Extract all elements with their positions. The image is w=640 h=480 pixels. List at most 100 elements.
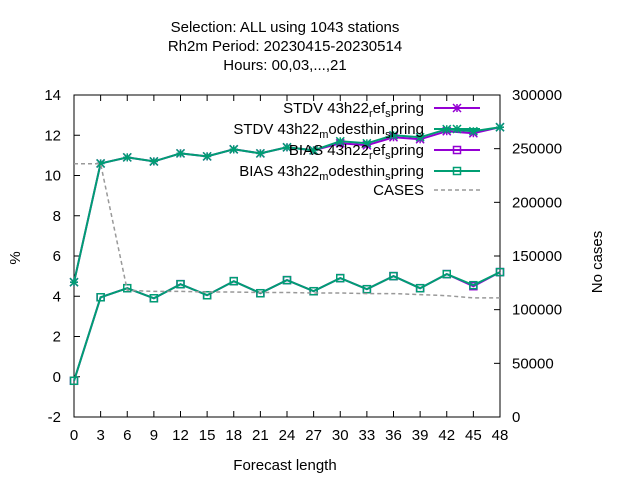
- x-tick-label: 21: [252, 427, 269, 444]
- legend-label-part: m: [319, 171, 328, 183]
- legend-entry: BIAS 43h22refspring: [289, 142, 480, 162]
- x-tick-label: 39: [412, 427, 429, 444]
- marker-stroke: [229, 144, 239, 154]
- legend-label-part: s: [385, 108, 391, 120]
- marker-stroke: [202, 151, 212, 161]
- series-1: [69, 122, 505, 287]
- y-axis-label: %: [7, 251, 24, 264]
- legend-label: BIAS 43h22modesthinspring: [239, 163, 424, 183]
- data-point: [229, 144, 239, 154]
- data-point: [149, 294, 159, 303]
- y-axis: -2 0 2 4 6 8 10 12 14: [44, 87, 80, 426]
- x-tick-label: 45: [465, 427, 482, 444]
- legend-entry: STDV 43h22refspring: [283, 100, 480, 120]
- data-point: [175, 148, 186, 158]
- legend-label-part: pring: [391, 163, 424, 180]
- x-tick-label: 42: [438, 427, 455, 444]
- x-tick-label: 12: [172, 427, 189, 444]
- title-line-2: Rh2m Period: 20230415-20230514: [168, 38, 402, 55]
- legend-label-part: BIAS 43h22: [239, 163, 319, 180]
- y2-axis: 0 50000 100000 150000 200000 250000 300000: [494, 87, 562, 426]
- data-point: [309, 286, 318, 296]
- data-point: [495, 267, 505, 277]
- x-tick-label: 30: [332, 427, 349, 444]
- y-tick-label: 12: [44, 127, 61, 144]
- y2-tick-label: 100000: [512, 302, 562, 319]
- data-point: [256, 288, 265, 298]
- data-point: [69, 376, 79, 386]
- y2-tick-label: 50000: [512, 355, 554, 372]
- legend-swatch-marker: [452, 166, 462, 176]
- marker-stroke: [362, 138, 372, 148]
- legend-label-part: s: [385, 129, 391, 141]
- data-point: [309, 145, 319, 155]
- legend-label-part: r: [369, 108, 373, 120]
- marker-stroke: [255, 148, 265, 158]
- data-point: [282, 142, 292, 152]
- marker-stroke: [149, 156, 159, 166]
- data-point: [469, 280, 478, 290]
- y2-tick-label: 0: [512, 409, 520, 426]
- chart-title: Selection: ALL using 1043 stations Rh2m …: [168, 19, 402, 74]
- legend-swatch-marker: [452, 103, 462, 113]
- x-tick-label: 27: [305, 427, 322, 444]
- legend-label-part: pring: [391, 121, 424, 138]
- data-point: [229, 276, 238, 286]
- y-tick-label: 8: [53, 208, 61, 225]
- legend-entry: STDV 43h22modesthinspring: [233, 121, 480, 141]
- legend-label-part: s: [385, 171, 391, 183]
- x-tick-label: 36: [385, 427, 402, 444]
- marker-stroke: [452, 103, 462, 113]
- marker-stroke: [335, 136, 345, 146]
- data-point: [415, 132, 425, 142]
- y2-tick-label: 200000: [512, 194, 562, 211]
- x-tick-label: 15: [199, 427, 216, 444]
- x-tick-label: 24: [279, 427, 296, 444]
- data-point: [495, 122, 505, 132]
- y-tick-label: 4: [53, 288, 61, 305]
- legend-label-part: ef: [373, 142, 386, 159]
- series-2: [69, 267, 505, 386]
- marker-stroke: [415, 132, 425, 142]
- marker-stroke: [122, 152, 132, 162]
- series-3: [69, 267, 505, 386]
- legend-label: STDV 43h22refspring: [283, 100, 424, 120]
- data-point: [335, 136, 345, 146]
- legend-label-part: STDV 43h22: [233, 121, 319, 138]
- y2-tick-label: 250000: [512, 141, 562, 158]
- marker-stroke: [388, 130, 399, 140]
- legend-label: BIAS 43h22refspring: [289, 142, 424, 162]
- y-tick-label: 10: [44, 168, 61, 185]
- data-point: [282, 275, 292, 285]
- y2-tick-label: 150000: [512, 248, 562, 265]
- series-line: [73, 271, 501, 382]
- legend-label-part: s: [385, 150, 391, 162]
- x-tick-label: 9: [150, 427, 158, 444]
- series-4: [74, 162, 500, 299]
- title-line-1: Selection: ALL using 1043 stations: [171, 19, 400, 36]
- data-point: [202, 151, 212, 161]
- data-point: [149, 156, 159, 166]
- data-point: [122, 152, 132, 162]
- x-tick-label: 48: [492, 427, 509, 444]
- legend-label-part: odesthin: [328, 163, 385, 180]
- legend-label-part: m: [319, 129, 328, 141]
- x-tick-label: 6: [123, 427, 131, 444]
- data-point: [362, 138, 372, 148]
- data-point: [415, 283, 425, 293]
- legend-label-part: STDV 43h22: [283, 100, 369, 117]
- data-point: [202, 290, 212, 300]
- data-point: [389, 271, 398, 281]
- x-tick-label: 18: [225, 427, 242, 444]
- marker-stroke: [282, 142, 292, 152]
- y-tick-label: -2: [48, 409, 61, 426]
- plot-frame: [73, 94, 501, 418]
- marker-stroke: [69, 277, 79, 287]
- y2-axis-label: No cases: [589, 231, 606, 294]
- marker-stroke: [96, 158, 106, 168]
- data-point: [362, 284, 372, 294]
- x-axis-label: Forecast length: [233, 457, 336, 474]
- data-point: [176, 279, 185, 289]
